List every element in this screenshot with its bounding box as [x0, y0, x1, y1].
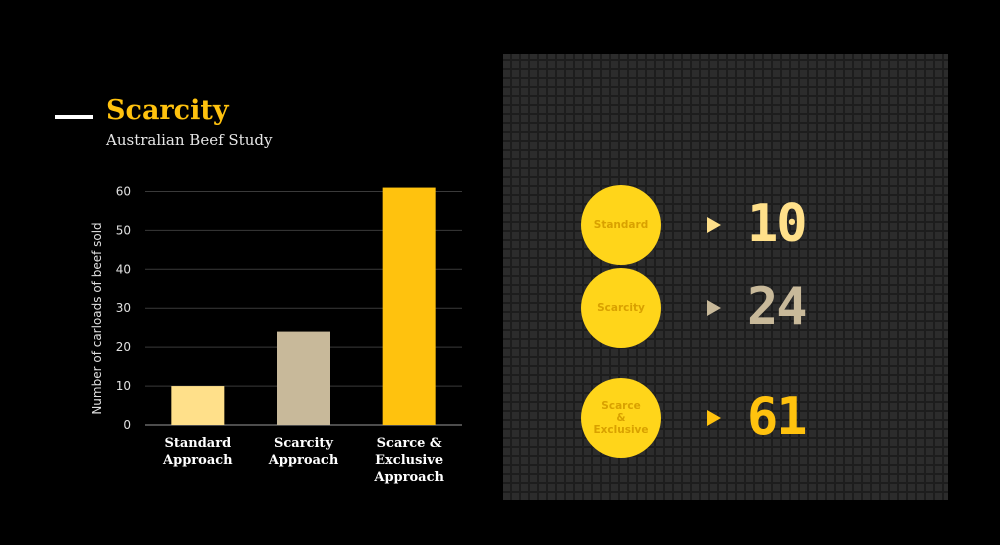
- y-tick-label: 50: [116, 223, 131, 237]
- y-tick-label: 40: [116, 262, 131, 276]
- stats-panel: Standard 10 Scarcity 24 Scarce & Exclusi…: [503, 54, 948, 500]
- arrow-right-icon: [707, 410, 721, 426]
- stat-value-scarce-exclusive: 61: [747, 387, 808, 447]
- y-axis-label: Number of carloads of beef sold: [90, 222, 104, 414]
- y-tick-label: 0: [123, 418, 131, 432]
- y-tick-label: 10: [116, 379, 131, 393]
- arrow-right-icon: [707, 217, 721, 233]
- chart-title: Scarcity: [106, 95, 229, 126]
- stat-value-standard: 10: [747, 194, 808, 254]
- stat-standard: Standard 10: [503, 185, 948, 265]
- y-tick-label: 60: [116, 184, 131, 198]
- stat-scarcity: Scarcity 24: [503, 268, 948, 348]
- x-tick-label: Scarce & Exclusive Approach: [373, 436, 444, 485]
- stat-circle-standard: Standard: [581, 185, 661, 265]
- bar: [171, 386, 225, 425]
- chart-subtitle: Australian Beef Study: [106, 131, 273, 149]
- y-tick-label: 30: [116, 301, 131, 315]
- bar: [277, 331, 330, 425]
- stat-circle-scarcity: Scarcity: [581, 268, 661, 348]
- bar: [382, 187, 436, 425]
- bar-chart: 0 10 20 30 40 50 60 Number of carloads of beef …: [90, 184, 462, 485]
- x-tick-label: Scarcity Approach: [268, 436, 339, 468]
- y-tick-label: 20: [116, 340, 131, 354]
- stat-value-scarcity: 24: [747, 277, 808, 337]
- stat-circle-scarce-exclusive: Scarce & Exclusive: [581, 378, 661, 458]
- x-tick-label: Standard Approach: [162, 436, 233, 468]
- arrow-right-icon: [707, 300, 721, 316]
- title-dash: [55, 115, 93, 119]
- stat-scarce-exclusive: Scarce & Exclusive 61: [503, 378, 948, 458]
